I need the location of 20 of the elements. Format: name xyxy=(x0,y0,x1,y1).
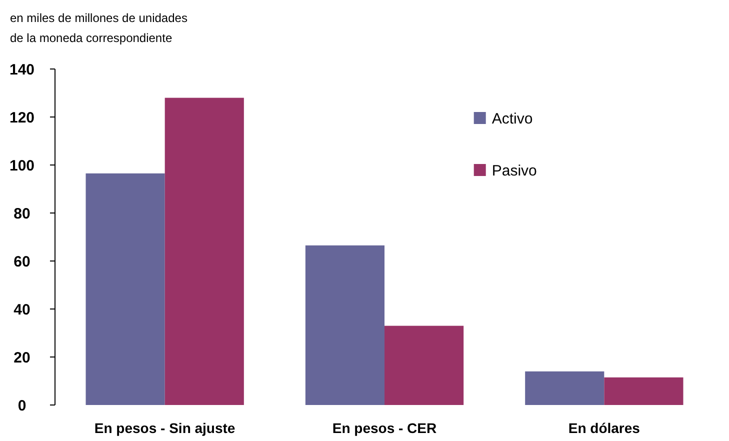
y-tick-label: 100 xyxy=(9,157,35,174)
x-tick-label: En pesos - Sin ajuste xyxy=(94,420,236,436)
bar xyxy=(525,371,604,405)
bar xyxy=(384,326,464,405)
y-tick-label: 120 xyxy=(9,109,35,126)
x-tick-label: En dólares xyxy=(568,420,640,436)
y-tick-label: 80 xyxy=(14,205,30,222)
y-tick-label: 60 xyxy=(14,253,30,270)
y-tick-label: 0 xyxy=(18,397,26,414)
x-tick-label: En pesos - CER xyxy=(332,420,437,436)
bar xyxy=(305,245,384,405)
y-tick-label: 40 xyxy=(14,301,30,318)
y-tick-label: 20 xyxy=(14,349,30,366)
bar xyxy=(164,98,244,405)
y-tick-label: 140 xyxy=(9,61,35,78)
legend-label: Activo xyxy=(492,110,533,128)
legend-label: Pasivo xyxy=(492,162,537,180)
y-axis-title: en miles de millones de unidades de la moneda correspondiente xyxy=(10,11,188,45)
bar xyxy=(604,377,684,405)
bar xyxy=(86,173,165,405)
